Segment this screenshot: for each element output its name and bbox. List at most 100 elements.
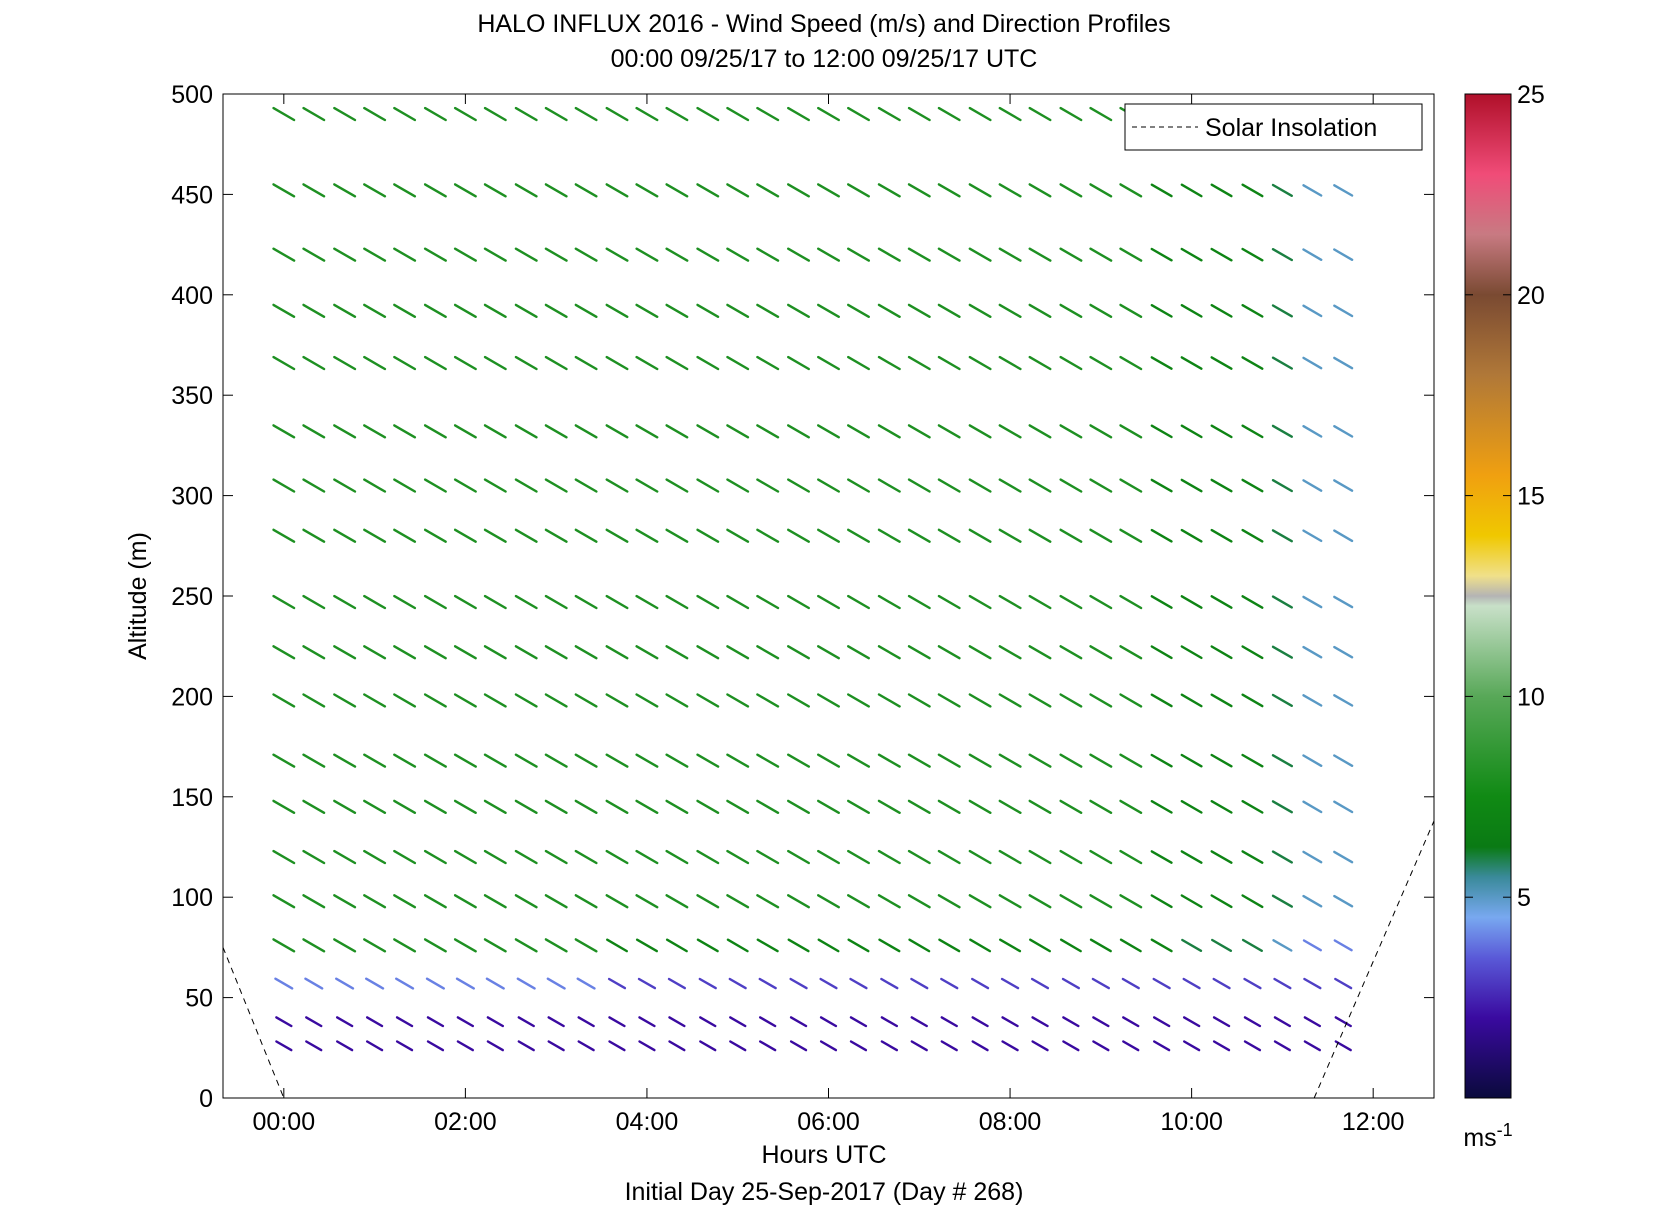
wind-barb: [756, 528, 780, 543]
wind-barb: [1180, 528, 1203, 543]
wind-barb: [907, 594, 931, 610]
wind-barb: [696, 355, 720, 371]
wind-barbs: [272, 106, 1354, 1052]
wind-barb: [605, 894, 629, 909]
wind-barb: [365, 977, 385, 990]
wind-barb: [1333, 850, 1354, 864]
wind-barb: [998, 753, 1022, 768]
wind-barb: [1028, 303, 1052, 318]
wind-barb: [1089, 106, 1113, 122]
wind-barb: [483, 528, 507, 543]
wind-barb: [608, 1040, 626, 1052]
wind-barb: [1059, 849, 1083, 865]
wind-barb: [363, 355, 387, 371]
wind-barb: [1243, 1040, 1262, 1052]
plot-area: [222, 93, 1435, 1099]
wind-barb: [847, 478, 870, 493]
wind-barb: [393, 753, 417, 768]
wind-barb: [698, 977, 717, 990]
wind-barb: [1001, 1040, 1019, 1052]
wind-barb: [1180, 645, 1203, 660]
wind-barb: [817, 799, 840, 814]
wind-barb: [787, 693, 810, 708]
wind-barb: [574, 753, 598, 768]
wind-barb: [455, 977, 475, 990]
wind-barb: [483, 478, 507, 493]
colorbar-gradient: [1464, 93, 1512, 1099]
wind-barb: [789, 1016, 808, 1028]
wind-barb: [1028, 247, 1052, 262]
wind-barb: [1059, 894, 1083, 909]
wind-barb: [272, 528, 296, 543]
wind-barb: [514, 753, 538, 768]
wind-barb: [574, 528, 598, 543]
wind-barb: [787, 938, 810, 953]
wind-barb: [968, 693, 992, 708]
wind-barb: [789, 977, 808, 990]
wind-barb: [483, 938, 507, 953]
wind-barb: [638, 1040, 656, 1052]
wind-barb: [729, 1040, 747, 1052]
wind-barb: [907, 478, 931, 493]
y-tick-label: 250: [171, 583, 213, 611]
y-tick-label: 200: [171, 683, 213, 711]
wind-barb: [756, 938, 779, 953]
wind-barb: [302, 355, 326, 371]
wind-barb: [1059, 247, 1083, 262]
wind-barb: [726, 424, 750, 439]
wind-barb: [1028, 753, 1052, 768]
wind-barb: [787, 424, 810, 439]
wind-barb: [969, 938, 992, 953]
wind-barb: [1302, 800, 1323, 814]
y-tick-label: 400: [171, 282, 213, 310]
wind-barb: [393, 478, 417, 493]
wind-barb: [574, 645, 598, 660]
wind-barb: [483, 355, 507, 371]
wind-barb: [483, 183, 507, 198]
wind-barb: [998, 894, 1022, 909]
wind-barb: [668, 1016, 686, 1028]
wind-barb: [1089, 693, 1113, 708]
wind-barb: [940, 1040, 958, 1052]
y-tick-label: 350: [171, 382, 213, 410]
wind-barb: [453, 247, 477, 262]
wind-barb: [665, 645, 689, 660]
wind-barb: [514, 594, 538, 610]
wind-barb: [302, 478, 326, 493]
wind-barb: [333, 303, 357, 318]
wind-barb: [1089, 849, 1113, 865]
wind-barb: [544, 693, 568, 708]
wind-barb: [1333, 304, 1354, 318]
wind-barb: [393, 183, 417, 198]
wind-barb: [907, 693, 931, 708]
wind-barb: [756, 894, 780, 909]
wind-barb: [665, 693, 689, 708]
wind-barb: [787, 753, 810, 768]
wind-barb: [514, 849, 538, 865]
y-tick-label: 150: [171, 784, 213, 812]
wind-barb: [817, 183, 840, 198]
wind-barb: [606, 938, 628, 953]
wind-barb: [1241, 645, 1264, 660]
wind-barb: [1089, 938, 1112, 953]
wind-barb: [998, 424, 1022, 439]
wind-barb: [453, 645, 477, 660]
wind-barb: [1091, 977, 1111, 990]
wind-barb: [1271, 479, 1294, 493]
wind-barb: [877, 645, 901, 660]
wind-barb: [726, 247, 750, 262]
wind-barb: [486, 1016, 504, 1028]
wind-barb: [1089, 424, 1113, 439]
wind-barb: [968, 849, 992, 865]
wind-barb: [423, 594, 447, 610]
wind-barb: [1180, 424, 1203, 439]
wind-barb: [880, 1040, 898, 1052]
wind-barb: [756, 247, 780, 262]
wind-barb: [696, 799, 720, 814]
wind-barb: [907, 183, 931, 198]
wind-barb: [1302, 248, 1323, 261]
wind-barb: [1089, 894, 1113, 909]
wind-barb: [1210, 478, 1233, 493]
wind-barb: [968, 645, 992, 660]
wind-barb: [726, 106, 750, 122]
